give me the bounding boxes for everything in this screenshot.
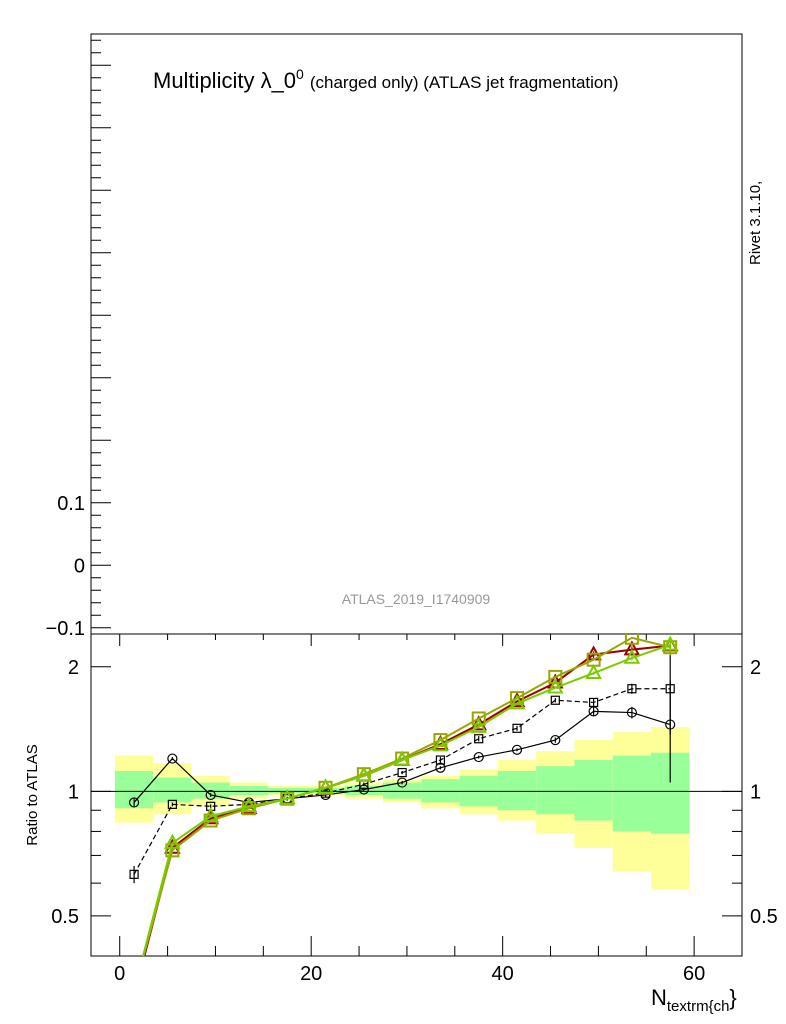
uncertainty-band-inner [153, 777, 192, 803]
data-point [129, 869, 139, 879]
data-point [470, 715, 488, 731]
data-point [474, 734, 484, 744]
data-point [432, 736, 449, 752]
data-point [167, 753, 178, 764]
uncertainty-band-inner [574, 760, 613, 821]
ratio-y-tick-label-right: 2 [750, 657, 761, 679]
x-axis-label-subscript: textrm{ch [667, 998, 730, 1015]
uncertainty-band-inner [382, 782, 422, 799]
data-point [470, 717, 488, 733]
x-tick-label: 40 [492, 963, 514, 985]
data-point [202, 807, 219, 823]
data-point [128, 797, 140, 808]
data-point [623, 640, 641, 656]
data-point [508, 694, 526, 710]
data-point [167, 799, 177, 809]
rivet-version-label: Rivet 3.1.10, [747, 181, 764, 265]
data-point [435, 755, 446, 765]
data-point [624, 634, 639, 645]
ratio-y-tick-label-left: 0.5 [51, 906, 79, 928]
data-point [397, 777, 408, 788]
chart-title: Multiplicity λ_00 (charged only) (ATLAS j… [153, 66, 619, 93]
data-point [547, 678, 564, 694]
data-point [585, 663, 602, 679]
data-point [278, 789, 296, 805]
series-line [142, 636, 671, 956]
data-point [240, 797, 258, 813]
ratio-plot-frame [90, 633, 743, 957]
data-point [589, 697, 599, 708]
data-point [661, 635, 679, 651]
data-point [397, 767, 407, 778]
x-tick-label: 0 [114, 963, 125, 985]
data-point [164, 833, 181, 849]
data-point [205, 789, 216, 801]
data-point [623, 648, 641, 664]
uncertainty-band-inner [421, 779, 460, 803]
x-tick-label: 60 [683, 963, 705, 985]
analysis-label: ATLAS_2019_I1740909 [342, 591, 491, 607]
data-point [626, 707, 638, 718]
series-line [142, 643, 671, 956]
data-point [627, 684, 637, 694]
data-point [473, 751, 484, 763]
data-point [548, 669, 563, 684]
data-point [435, 762, 446, 773]
ratio-y-axis-label: Ratio to ATLAS [24, 744, 41, 845]
uncertainty-band-inner [497, 770, 537, 811]
data-point [665, 684, 675, 694]
uncertainty-band-inner [229, 786, 269, 795]
ratio-y-tick-label-right: 0.5 [750, 906, 778, 928]
ratio-series-group [128, 634, 679, 956]
x-tick-label: 20 [300, 963, 322, 985]
data-point [471, 711, 486, 726]
upper-plot-frame [90, 33, 743, 635]
chart-title-suffix: (charged only) (ATLAS jet fragmentation) [310, 73, 619, 92]
upper-y-tick-label: −0.1 [46, 618, 85, 640]
data-point [393, 750, 411, 766]
ratio-y-tick-label-right: 1 [750, 781, 761, 803]
upper-y-tick-label: 0 [74, 555, 85, 577]
data-point [355, 766, 373, 782]
data-point [202, 809, 219, 825]
upper-y-tick-label: 0.1 [57, 493, 85, 515]
data-point [550, 734, 561, 746]
data-point [511, 744, 523, 755]
ratio-y-tick-label-left: 1 [68, 781, 79, 803]
data-point [512, 723, 522, 733]
x-axis-label: Ntextrm{ch} [651, 985, 737, 1015]
uncertainty-band-inner [536, 766, 575, 815]
uncertainty-band-inner [612, 755, 652, 832]
data-point [317, 778, 334, 794]
data-point [550, 695, 560, 705]
ratio-y-tick-label-left: 2 [68, 657, 79, 679]
